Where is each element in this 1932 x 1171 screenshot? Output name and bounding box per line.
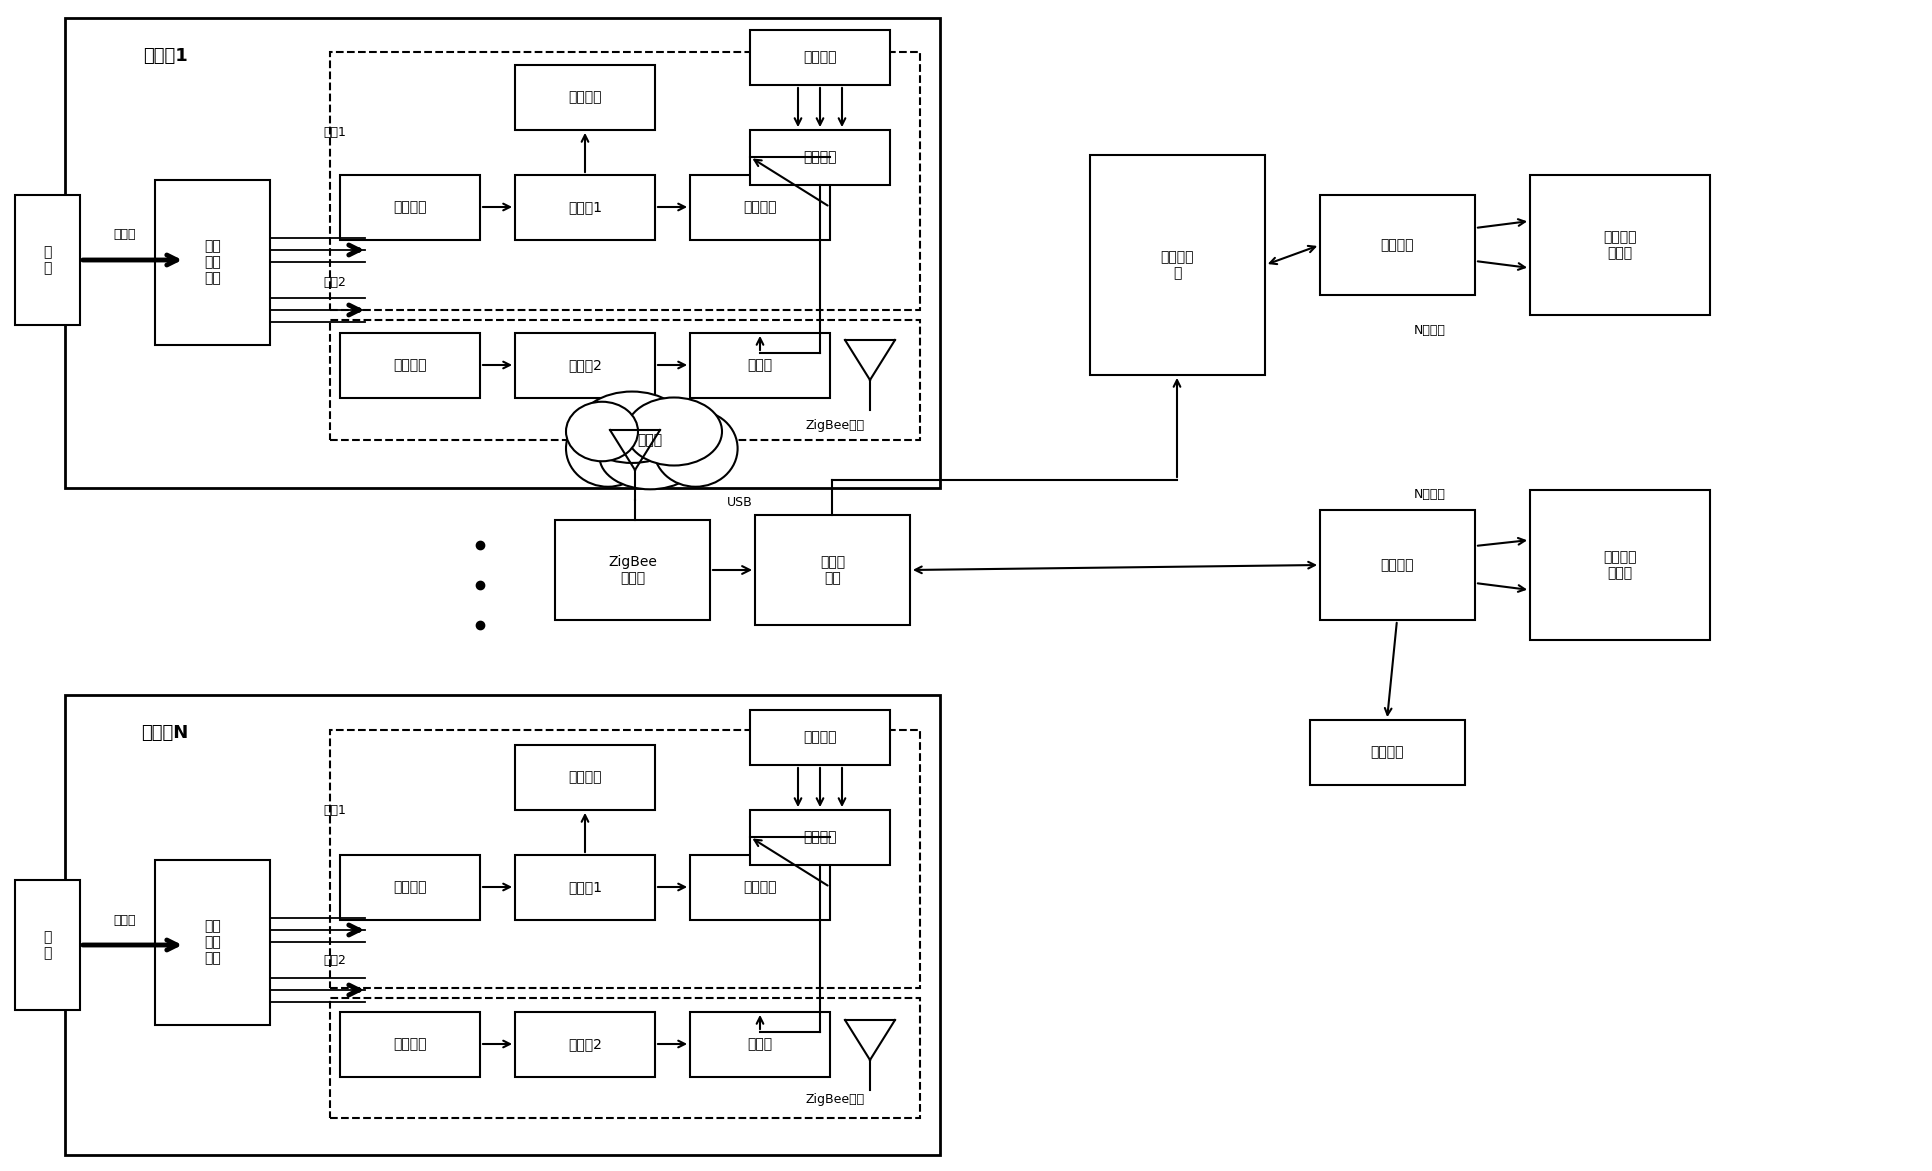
Bar	[155, 180, 270, 345]
Text: 心电
调理
模块: 心电 调理 模块	[205, 239, 220, 286]
Text: N路数据: N路数据	[1414, 323, 1445, 336]
Text: 储存模块: 储存模块	[568, 771, 601, 785]
Text: 电源模块: 电源模块	[804, 151, 837, 164]
Text: 三路开关: 三路开关	[804, 731, 837, 745]
Bar	[330, 52, 920, 310]
Bar	[750, 30, 891, 85]
Ellipse shape	[566, 410, 649, 487]
Text: 互联网: 互联网	[638, 433, 663, 447]
Bar	[340, 174, 479, 240]
Bar	[1320, 511, 1474, 619]
Text: ZigBee
接收器: ZigBee 接收器	[609, 555, 657, 586]
Text: ZigBee模块: ZigBee模块	[806, 1094, 864, 1107]
Text: 心电
调理
模块: 心电 调理 模块	[205, 919, 220, 966]
Text: 模数转换: 模数转换	[394, 200, 427, 214]
Bar	[1310, 720, 1464, 785]
Text: 软件系统: 软件系统	[1381, 559, 1414, 571]
Ellipse shape	[599, 425, 701, 489]
Bar	[330, 998, 920, 1118]
Bar	[15, 196, 79, 326]
Bar	[690, 174, 831, 240]
Bar	[690, 333, 831, 398]
Bar	[516, 174, 655, 240]
Bar	[750, 810, 891, 865]
Bar	[66, 18, 941, 488]
Bar	[516, 1012, 655, 1077]
Bar	[516, 855, 655, 920]
Bar	[1530, 489, 1710, 641]
Bar	[340, 333, 479, 398]
Text: 模数转换: 模数转换	[394, 358, 427, 372]
Bar	[66, 696, 941, 1155]
Text: 通道1: 通道1	[323, 803, 346, 816]
Text: 处理器1: 处理器1	[568, 200, 603, 214]
Text: 通道1: 通道1	[323, 126, 346, 139]
Text: 显示模块: 显示模块	[744, 200, 777, 214]
Text: 软件系统: 软件系统	[1381, 238, 1414, 252]
Text: 通道2: 通道2	[323, 953, 346, 966]
Text: 处理器2: 处理器2	[568, 1038, 603, 1052]
Bar	[1090, 155, 1265, 375]
Bar	[155, 860, 270, 1025]
Text: 储存模块: 储存模块	[568, 90, 601, 104]
Ellipse shape	[578, 391, 686, 463]
Bar	[340, 855, 479, 920]
Text: ZigBee模块: ZigBee模块	[806, 418, 864, 431]
Bar	[690, 1012, 831, 1077]
Bar	[516, 66, 655, 130]
Ellipse shape	[653, 410, 738, 487]
Text: 本地接
收端: 本地接 收端	[819, 555, 844, 586]
Ellipse shape	[626, 397, 723, 466]
Text: USB: USB	[726, 497, 753, 509]
Bar	[554, 520, 709, 619]
Bar	[15, 879, 79, 1011]
Text: 电极线: 电极线	[114, 913, 137, 926]
Bar	[690, 855, 831, 920]
Bar	[755, 515, 910, 625]
Text: 监护仪N: 监护仪N	[141, 724, 189, 742]
Text: 电极线: 电极线	[114, 228, 137, 241]
Text: 监护仪1: 监护仪1	[143, 47, 187, 66]
Text: 显示与自
动诊断: 显示与自 动诊断	[1604, 550, 1636, 580]
Ellipse shape	[566, 402, 638, 461]
Text: 模数转换: 模数转换	[394, 1038, 427, 1052]
Text: 显示模块: 显示模块	[744, 881, 777, 895]
Bar	[750, 130, 891, 185]
Bar	[330, 320, 920, 440]
Text: 显示与自
动诊断: 显示与自 动诊断	[1604, 230, 1636, 260]
Text: 电源模块: 电源模块	[804, 830, 837, 844]
Text: 处理器1: 处理器1	[568, 881, 603, 895]
Text: 远程监护
站: 远程监护 站	[1161, 249, 1194, 280]
Text: 发射器: 发射器	[748, 1038, 773, 1052]
Text: N路数据: N路数据	[1414, 488, 1445, 501]
Text: 通道2: 通道2	[323, 276, 346, 289]
Bar	[1530, 174, 1710, 315]
Text: 模数转换: 模数转换	[394, 881, 427, 895]
Bar	[516, 745, 655, 810]
Text: 处理器2: 处理器2	[568, 358, 603, 372]
Bar	[330, 730, 920, 988]
Bar	[1320, 196, 1474, 295]
Text: 人
体: 人 体	[43, 245, 52, 275]
Text: 短信提示: 短信提示	[1370, 746, 1405, 760]
Text: 三路开关: 三路开关	[804, 50, 837, 64]
Bar	[516, 333, 655, 398]
Text: 人
体: 人 体	[43, 930, 52, 960]
Text: 发射器: 发射器	[748, 358, 773, 372]
Bar	[340, 1012, 479, 1077]
Bar	[750, 710, 891, 765]
